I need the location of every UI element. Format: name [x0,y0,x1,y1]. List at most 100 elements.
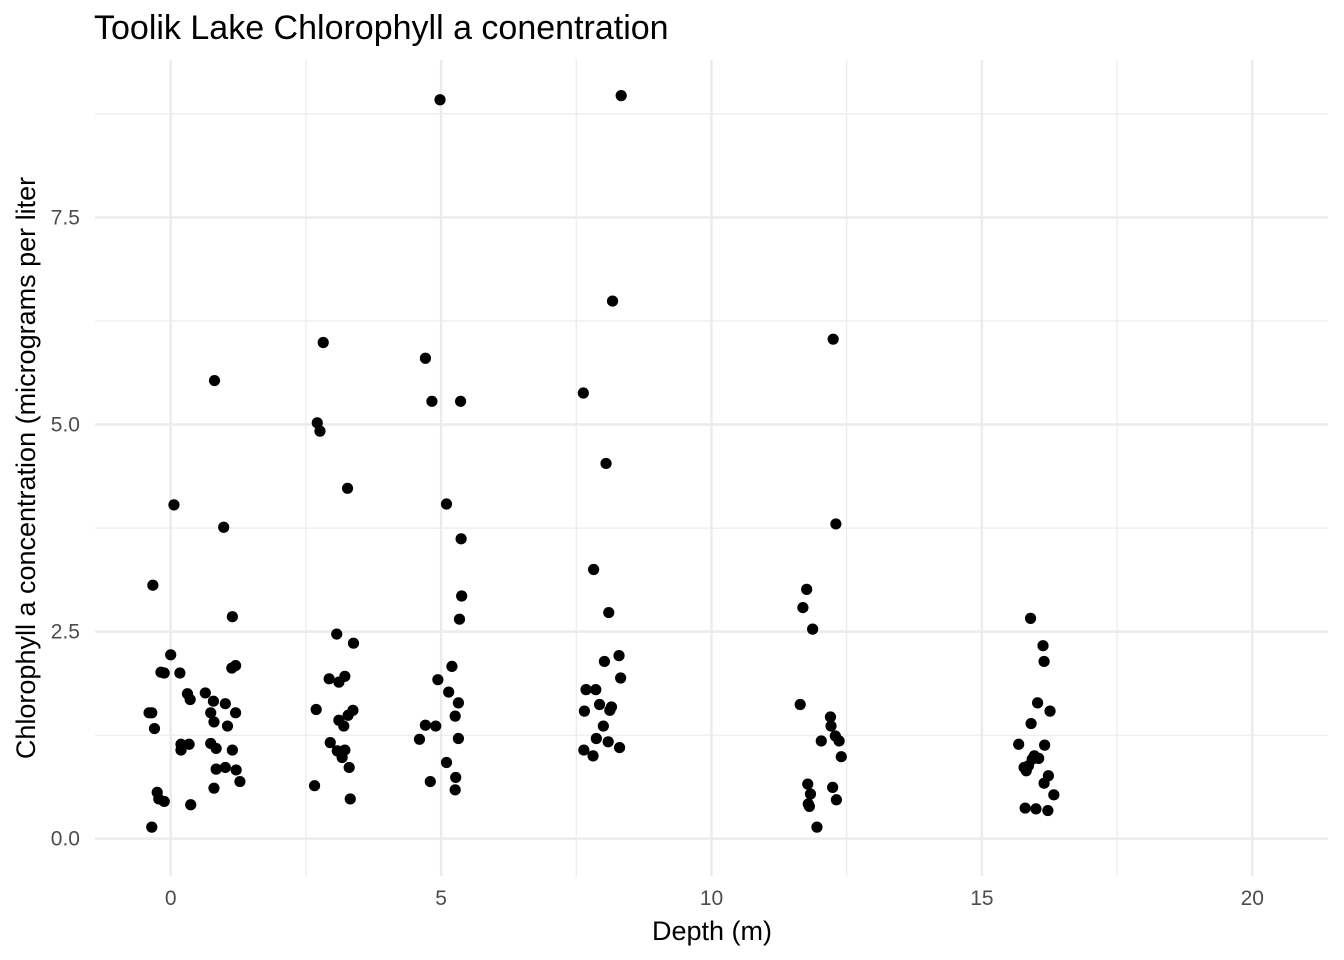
x-tick-label: 0 [165,887,177,910]
data-point [811,821,823,833]
data-point [600,457,612,470]
data-point [1038,655,1050,668]
x-tick-label: 10 [700,887,723,910]
x-tick-label: 20 [1241,887,1264,910]
data-point [602,736,614,748]
data-point [449,784,461,796]
data-point [1019,802,1031,814]
data-point [588,563,600,576]
data-point [208,782,220,794]
data-point [453,613,466,625]
data-point [230,707,242,719]
data-point [210,763,222,775]
data-point [440,756,453,769]
data-points [143,90,1060,833]
data-point [833,735,845,747]
data-point [323,673,335,685]
data-point [794,698,806,711]
data-point [314,425,326,437]
data-point [419,352,432,364]
data-point [183,738,195,750]
data-point [1025,717,1037,730]
data-point [343,761,355,774]
data-point [1042,770,1055,782]
data-point [807,623,819,635]
data-point [165,649,177,661]
data-point [419,719,432,731]
data-point [454,395,467,407]
data-point [804,788,817,800]
data-point [824,711,837,723]
data-point [1044,705,1056,717]
data-point [613,741,626,754]
data-point [308,780,321,792]
y-axis-title: Chlorophyll a concentration (micrograms … [11,177,41,759]
x-tick-label: 15 [970,887,993,910]
data-point [578,744,590,756]
data-point [593,698,606,711]
x-axis-title: Depth (m) [652,916,772,946]
data-point [184,693,196,706]
data-point [1031,697,1044,709]
data-point [208,716,220,728]
data-point [338,720,350,732]
data-point [324,737,336,749]
y-tick-label: 0.0 [51,828,80,851]
data-point [230,764,242,776]
data-point [148,722,161,735]
data-point [825,720,837,732]
data-point [615,672,627,684]
data-point [835,751,847,763]
y-tick-label: 7.5 [51,206,80,229]
data-point [210,742,222,755]
data-point [443,686,455,698]
data-point [339,670,351,682]
data-point [606,295,619,307]
data-point [226,744,238,756]
data-point [347,704,359,716]
data-point [815,735,827,747]
data-point [146,821,158,833]
data-point [434,94,446,106]
y-tick-label: 2.5 [51,621,80,644]
data-point [1033,752,1045,764]
data-point [219,761,231,774]
data-point [430,720,442,732]
data-point [590,684,602,696]
data-point [158,667,170,679]
data-point [801,583,813,595]
data-point [168,499,180,511]
data-point [158,795,170,808]
data-point [185,799,197,811]
data-point [310,703,322,716]
data-point [1039,739,1051,751]
data-point [341,482,354,494]
data-point [339,744,351,756]
data-point [456,590,468,602]
data-point [226,611,238,623]
data-point [615,90,627,102]
data-point [603,606,615,619]
data-point [803,800,815,813]
data-point [218,521,230,533]
data-point [827,333,839,345]
data-point [207,695,220,707]
data-point [230,659,242,672]
y-tick-label: 5.0 [51,414,80,437]
data-point [1024,612,1037,624]
chart-title: Toolik Lake Chlorophyll a conentration [94,9,669,47]
data-point [446,660,458,673]
data-point [598,655,611,668]
data-point [797,601,809,614]
data-point [802,778,814,790]
data-point [219,698,231,710]
data-point [1013,738,1025,750]
data-point [344,793,356,805]
data-point [830,518,842,530]
data-point [234,775,246,788]
data-point [455,533,467,545]
data-point [208,375,221,387]
data-point [597,720,609,732]
data-point [580,684,592,696]
